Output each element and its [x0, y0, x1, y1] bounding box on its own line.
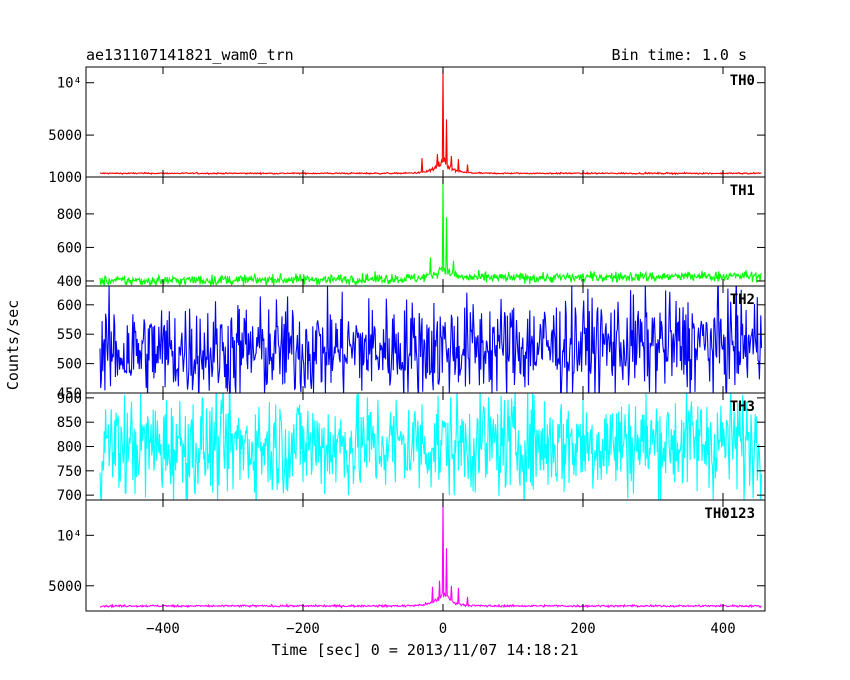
panel-frame: [85, 176, 766, 287]
panels-group: 1000 5000 10⁴ TH0 400 600 800 TH1 450 500 550 600 TH…: [48, 66, 766, 637]
y-tick-label: 900: [57, 391, 82, 407]
series-line-th0123: [99, 501, 762, 609]
y-tick-label: 5000: [48, 128, 82, 144]
y-tick-label: 750: [57, 464, 82, 480]
x-tick-label: 200: [570, 621, 595, 637]
y-tick-label: 550: [57, 327, 82, 343]
x-tick-label: −400: [146, 621, 180, 637]
panel-label: TH2: [730, 292, 755, 308]
chart-title: ae131107141821_wam0_trn: [86, 46, 294, 64]
x-tick-label: 0: [439, 621, 447, 637]
y-tick-label: 10⁴: [57, 76, 82, 92]
panel-label: TH3: [730, 399, 755, 415]
panel-th0: 1000 5000 10⁴ TH0: [48, 66, 766, 186]
panel-label: TH0: [730, 73, 755, 89]
panel-th3: 700 750 800 850 900 TH3: [57, 391, 766, 504]
y-axis-label: Counts/sec: [4, 300, 22, 390]
y-tick-label: 600: [57, 298, 82, 314]
x-tick-label: −200: [286, 621, 320, 637]
panel-th0123: 5000 10⁴ TH0123: [48, 499, 766, 612]
panel-th2: 450 500 550 600 TH2: [57, 285, 766, 402]
panel-th1: 400 600 800 TH1: [57, 176, 766, 290]
y-tick-label: 800: [57, 440, 82, 456]
y-tick-label: 600: [57, 240, 82, 256]
series-line-th1: [99, 178, 762, 286]
panel-frame: [85, 499, 766, 612]
panel-frame: [85, 66, 766, 178]
panel-label: TH1: [730, 183, 755, 199]
y-tick-label: 1000: [48, 170, 82, 186]
y-tick-label: 700: [57, 488, 82, 504]
panel-label: TH0123: [704, 506, 755, 522]
x-axis-label: Time [sec] 0 = 2013/11/07 14:18:21: [271, 641, 578, 659]
y-tick-label: 450: [57, 386, 82, 402]
series-line-th2: [99, 286, 763, 393]
y-tick-label: 500: [57, 357, 82, 373]
y-tick-label: 10⁴: [57, 528, 82, 544]
y-tick-label: 400: [57, 274, 82, 290]
y-tick-label: 800: [57, 207, 82, 223]
x-tick-label: 400: [710, 621, 735, 637]
bin-time-label: Bin time: 1.0 s: [612, 46, 747, 64]
y-tick-label: 5000: [48, 579, 82, 595]
series-line-th0: [99, 69, 762, 176]
series-line-th3: [99, 393, 763, 500]
y-tick-label: 850: [57, 415, 82, 431]
